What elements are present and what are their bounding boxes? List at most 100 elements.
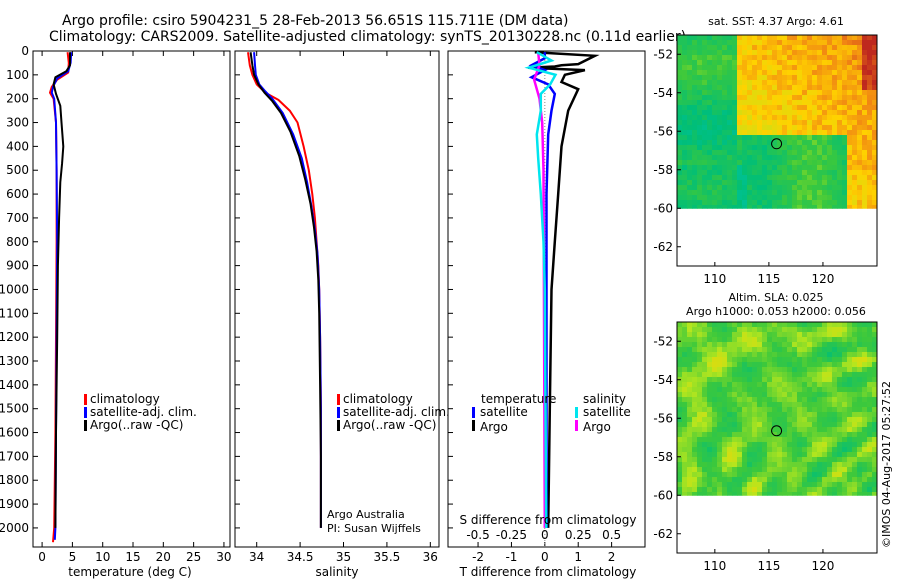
map-cell bbox=[782, 472, 788, 478]
map-cell bbox=[682, 165, 688, 171]
map-cell bbox=[767, 110, 773, 116]
map-cell bbox=[682, 150, 688, 156]
map-cell bbox=[822, 362, 828, 368]
map-cell bbox=[722, 140, 728, 146]
map-cell bbox=[742, 422, 748, 428]
map-cell bbox=[717, 327, 723, 333]
map-cell bbox=[687, 437, 693, 443]
map-cell bbox=[802, 357, 808, 363]
map-cell bbox=[762, 90, 768, 96]
map-cell bbox=[862, 85, 868, 91]
map-cell bbox=[702, 457, 708, 463]
map-cell bbox=[752, 125, 758, 131]
map-cell bbox=[707, 175, 713, 181]
map-cell bbox=[687, 45, 693, 51]
map-cell bbox=[697, 372, 703, 378]
map-cell bbox=[832, 195, 838, 201]
map-cell bbox=[747, 110, 753, 116]
map-cell bbox=[682, 382, 688, 388]
map-cell bbox=[752, 422, 758, 428]
map-cell bbox=[782, 467, 788, 473]
map-cell bbox=[797, 362, 803, 368]
map-cell bbox=[802, 160, 808, 166]
map-cell bbox=[842, 347, 848, 353]
map-cell bbox=[862, 392, 868, 398]
map-cell bbox=[822, 442, 828, 448]
sla-map-title-line2: Argo h1000: 0.053 h2000: 0.056 bbox=[686, 305, 866, 318]
map-cell bbox=[827, 115, 833, 121]
map-cell bbox=[807, 50, 813, 56]
map-cell bbox=[862, 195, 868, 201]
map-cell bbox=[687, 135, 693, 141]
map-cell bbox=[737, 95, 743, 101]
map-cell bbox=[712, 367, 718, 373]
map-cell bbox=[797, 472, 803, 478]
map-cell bbox=[852, 487, 858, 493]
map-cell bbox=[842, 492, 848, 496]
map-cell bbox=[727, 462, 733, 468]
map-cell bbox=[762, 75, 768, 81]
map-cell bbox=[787, 50, 793, 56]
map-cell bbox=[682, 120, 688, 126]
map-cell bbox=[832, 367, 838, 373]
map-cell bbox=[872, 65, 878, 71]
map-cell bbox=[867, 432, 873, 438]
map-cell bbox=[772, 100, 778, 106]
map-cell bbox=[762, 120, 768, 126]
map-cell bbox=[677, 412, 683, 418]
map-cell bbox=[682, 437, 688, 443]
map-cell bbox=[867, 457, 873, 463]
map-cell bbox=[757, 447, 763, 453]
map-cell bbox=[822, 432, 828, 438]
map-cell bbox=[847, 392, 853, 398]
map-cell bbox=[687, 190, 693, 196]
map-cell bbox=[817, 417, 823, 423]
map-lat-label: -62 bbox=[653, 240, 673, 254]
map-cell bbox=[807, 387, 813, 393]
map-cell bbox=[692, 175, 698, 181]
map-cell bbox=[752, 165, 758, 171]
map-cell bbox=[747, 467, 753, 473]
map-cell bbox=[752, 472, 758, 478]
map-cell bbox=[857, 442, 863, 448]
map-cell bbox=[872, 50, 878, 56]
map-cell bbox=[817, 80, 823, 86]
map-cell bbox=[792, 457, 798, 463]
map-cell bbox=[707, 125, 713, 131]
map-cell bbox=[802, 452, 808, 458]
map-cell bbox=[802, 472, 808, 478]
map-cell bbox=[787, 175, 793, 181]
series-line-argo-raw-qc- bbox=[249, 52, 322, 528]
map-cell bbox=[797, 110, 803, 116]
map-cell bbox=[782, 60, 788, 66]
map-cell bbox=[787, 457, 793, 463]
map-cell bbox=[732, 442, 738, 448]
map-cell bbox=[787, 322, 793, 328]
map-cell bbox=[677, 140, 683, 146]
map-cell bbox=[837, 437, 843, 443]
map-cell bbox=[822, 407, 828, 413]
map-cell bbox=[797, 60, 803, 66]
map-cell bbox=[697, 205, 703, 209]
map-cell bbox=[847, 477, 853, 483]
map-cell bbox=[742, 487, 748, 493]
map-cell bbox=[722, 195, 728, 201]
map-cell bbox=[782, 327, 788, 333]
map-cell bbox=[757, 100, 763, 106]
map-cell bbox=[692, 50, 698, 56]
map-cell bbox=[857, 352, 863, 358]
map-cell bbox=[697, 185, 703, 191]
map-cell bbox=[802, 492, 808, 496]
map-cell bbox=[812, 130, 818, 136]
map-cell bbox=[777, 392, 783, 398]
map-cell bbox=[737, 362, 743, 368]
map-cell bbox=[837, 150, 843, 156]
map-cell bbox=[732, 407, 738, 413]
map-cell bbox=[762, 165, 768, 171]
map-cell bbox=[762, 382, 768, 388]
map-cell bbox=[782, 437, 788, 443]
map-cell bbox=[792, 462, 798, 468]
map-cell bbox=[722, 145, 728, 151]
map-cell bbox=[682, 432, 688, 438]
map-cell bbox=[807, 432, 813, 438]
